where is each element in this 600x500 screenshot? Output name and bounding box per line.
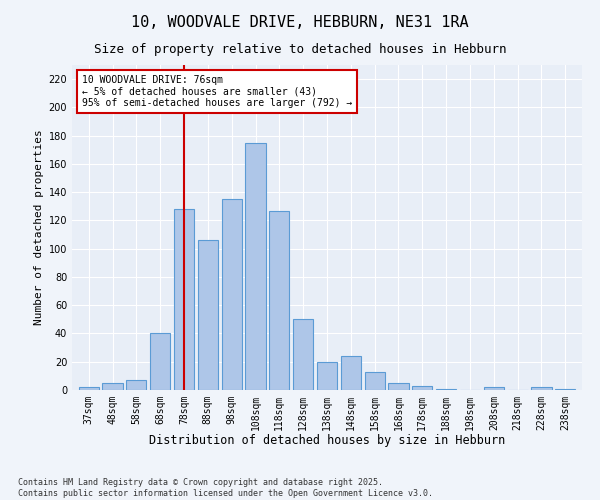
Text: Contains HM Land Registry data © Crown copyright and database right 2025.
Contai: Contains HM Land Registry data © Crown c… [18,478,433,498]
X-axis label: Distribution of detached houses by size in Hebburn: Distribution of detached houses by size … [149,434,505,448]
Bar [388,383,409,390]
Bar [126,380,146,390]
Bar [245,142,266,390]
Bar [293,320,313,390]
Bar [221,199,242,390]
Bar [174,209,194,390]
Bar [198,240,218,390]
Bar [317,362,337,390]
Y-axis label: Number of detached properties: Number of detached properties [34,130,44,326]
Bar [341,356,361,390]
Bar [269,210,289,390]
Bar [436,388,456,390]
Bar [103,383,122,390]
Text: 10 WOODVALE DRIVE: 76sqm
← 5% of detached houses are smaller (43)
95% of semi-de: 10 WOODVALE DRIVE: 76sqm ← 5% of detache… [82,74,352,108]
Bar [365,372,385,390]
Bar [555,388,575,390]
Bar [484,387,504,390]
Bar [532,387,551,390]
Text: 10, WOODVALE DRIVE, HEBBURN, NE31 1RA: 10, WOODVALE DRIVE, HEBBURN, NE31 1RA [131,15,469,30]
Text: Size of property relative to detached houses in Hebburn: Size of property relative to detached ho… [94,42,506,56]
Bar [150,334,170,390]
Bar [412,386,433,390]
Bar [79,387,99,390]
